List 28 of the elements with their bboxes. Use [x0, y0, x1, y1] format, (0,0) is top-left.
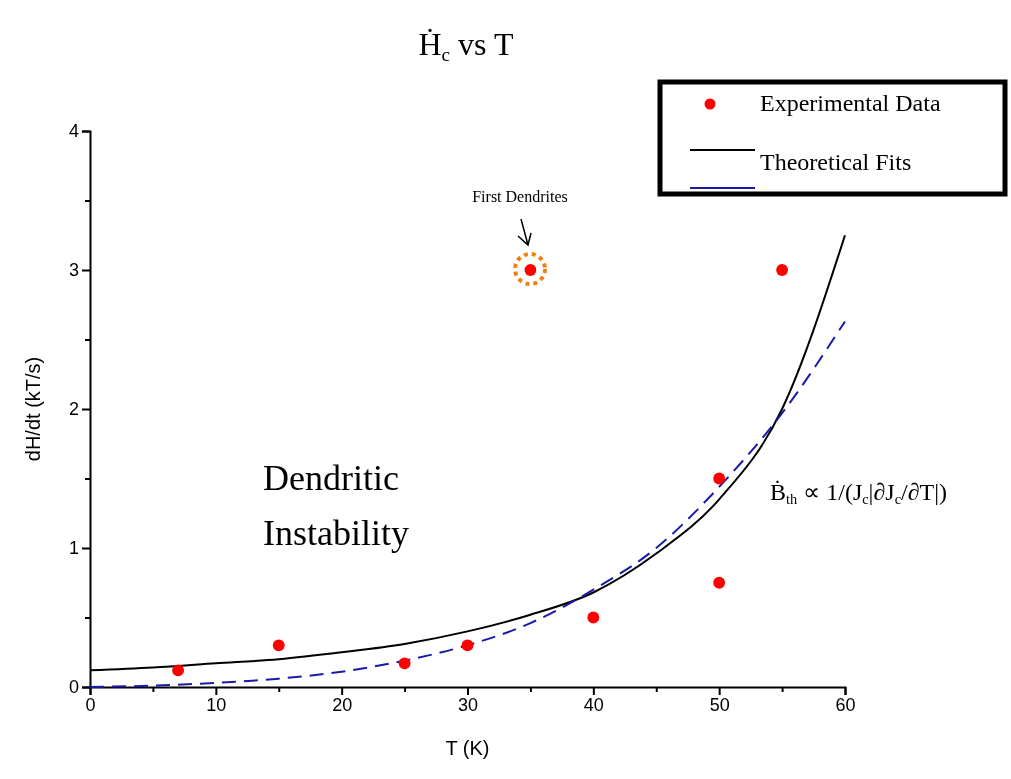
annotation: Dendritic Instability: [263, 458, 409, 553]
point: [587, 611, 600, 624]
point: [713, 576, 726, 589]
legend-label: Theoretical Fits: [760, 149, 912, 175]
point: [776, 264, 788, 276]
x-axis-title: T (K): [445, 737, 490, 759]
y-tick-label: 4: [68, 121, 79, 142]
x-tick-label: 50: [709, 694, 730, 715]
x-tick-label: 30: [457, 694, 479, 715]
y-tick-label: 1: [68, 538, 79, 559]
legend-label: Experimental Data: [760, 90, 941, 116]
point: [398, 657, 411, 670]
point: [713, 472, 726, 485]
point: [272, 639, 285, 652]
y-tick-label: 3: [68, 260, 79, 281]
point: [172, 664, 184, 677]
y-tick-label: 2: [68, 399, 79, 420]
x-tick-label: 10: [206, 694, 227, 715]
y-axis-title: dH/dt (kT/s): [22, 356, 44, 462]
point: [461, 639, 474, 652]
x-tick-label: 0: [85, 694, 96, 715]
x-tick-label: 60: [835, 694, 856, 715]
y-tick-label: 0: [68, 677, 79, 698]
x-tick-label: 20: [332, 694, 353, 715]
annotation: First Dendrites: [472, 188, 568, 205]
x-tick-label: 40: [583, 694, 604, 715]
chart-title: Ḣ$_{c}$ vs T: [418, 26, 514, 65]
annotation: Ḃ$_{th}$ ∝ 1/(J$_{c}$|∂J$_{c}$/∂T|): [770, 479, 947, 508]
